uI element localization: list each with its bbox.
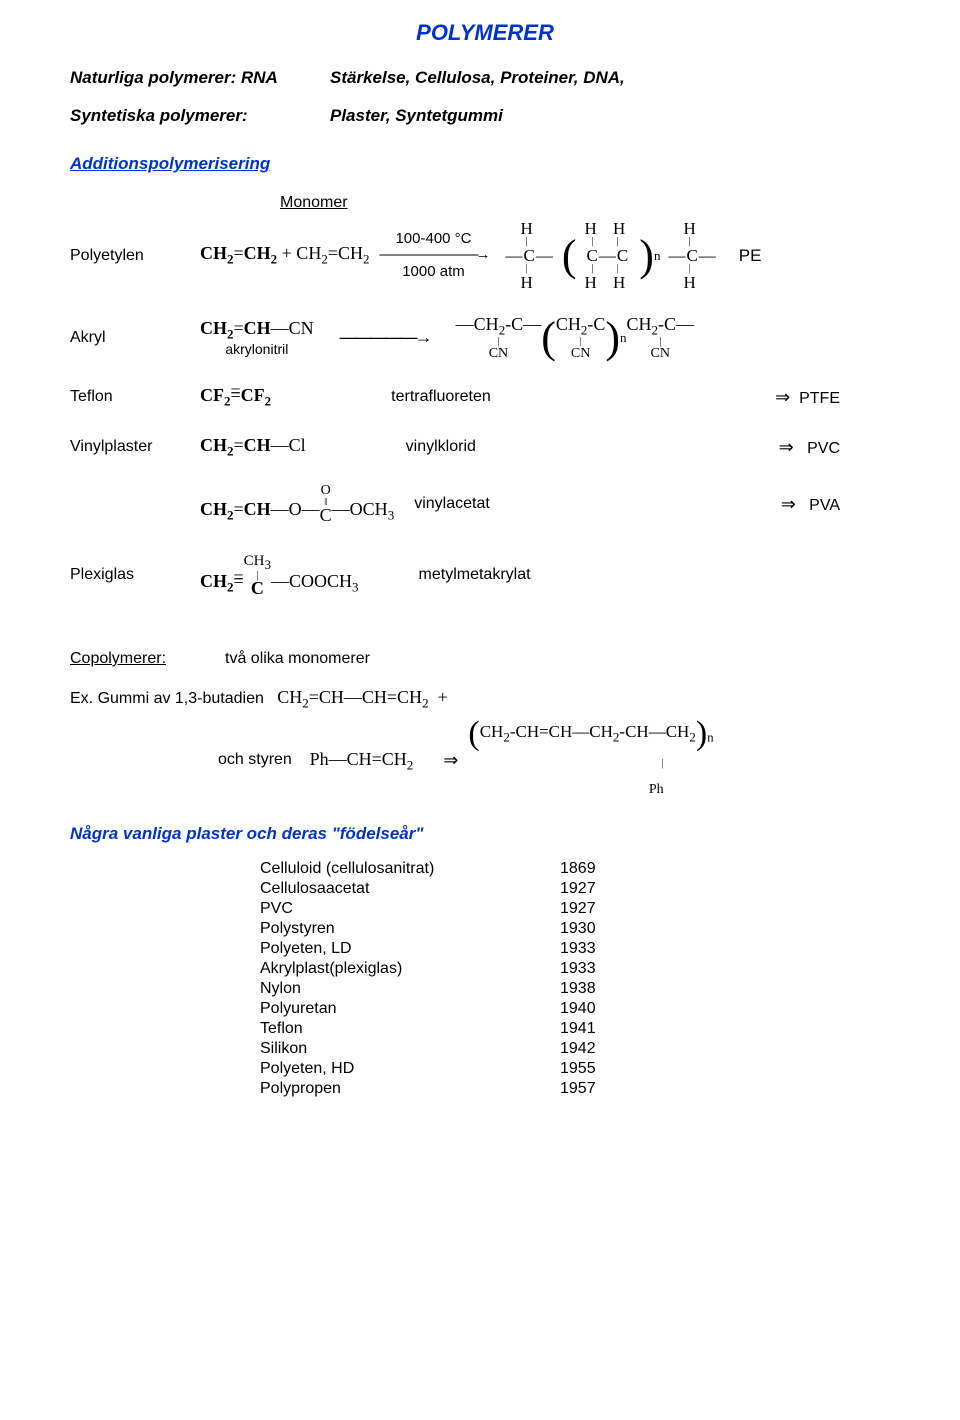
copolymer-desc: två olika monomerer <box>225 650 370 668</box>
list-item: Cellulosaacetat1927 <box>260 880 900 898</box>
synthetic-value: Plaster, Syntetgummi <box>330 106 503 126</box>
natural-polymers-row: Naturliga polymerer: RNA Stärkelse, Cell… <box>70 68 900 88</box>
polyetylen-label: Polyetylen <box>70 247 200 265</box>
list-item: Teflon1941 <box>260 1020 900 1038</box>
copolymer-label: Copolymerer: <box>70 650 225 668</box>
teflon-name: tertrafluoreten <box>391 388 491 406</box>
list-item: Polyuretan1940 <box>260 1000 900 1018</box>
vinylplaster-row: Vinylplaster CH2=CH—Cl vinylklorid ⇒ PVC <box>70 435 900 460</box>
teflon-row: Teflon CF2==CF2 tertrafluoreten ⇒ PTFE <box>70 385 900 410</box>
vinylacetat-formula: CH2=CH—O— O‖C —OCH3 <box>200 485 394 524</box>
plexiglas-name: metylmetakrylat <box>419 566 531 584</box>
synthetic-polymers-row: Syntetiska polymerer: Plaster, Syntetgum… <box>70 106 900 126</box>
arrow-icon: —————→ <box>334 327 436 348</box>
page-title: POLYMERER <box>70 20 900 46</box>
teflon-label: Teflon <box>70 388 200 406</box>
plexiglas-formula: CH2== CH3|C —COOCH3 <box>200 555 359 596</box>
example-line2: och styren Ph—CH=CH2 ⇒ (CH2-CH=CH—CH2-CH… <box>70 716 900 803</box>
polyetylen-row: Polyetylen CH2=CH2 + CH2=CH2 100-400 °C … <box>70 220 900 291</box>
akryl-label: Akryl <box>70 329 200 347</box>
natural-label: Naturliga polymerer: RNA <box>70 68 330 88</box>
pvc-result: PVC <box>807 440 840 457</box>
copolymer-section: Copolymerer: två olika monomerer Ex. Gum… <box>70 650 900 804</box>
vinylacetat-row: CH2=CH—O— O‖C —OCH3 vinylacetat ⇒ PVA <box>70 485 900 524</box>
example-line1: Ex. Gummi av 1,3-butadien CH2=CH—CH=CH2 … <box>70 680 900 716</box>
plastics-list: Celluloid (cellulosanitrat)1869 Cellulos… <box>260 860 900 1098</box>
teflon-formula: CF2==CF2 <box>200 385 271 410</box>
teflon-result: PTFE <box>799 390 840 407</box>
vinylklorid-name: vinylklorid <box>406 438 476 456</box>
list-item: Celluloid (cellulosanitrat)1869 <box>260 860 900 878</box>
chemistry-area: Polyetylen CH2=CH2 + CH2=CH2 100-400 °C … <box>70 220 900 640</box>
akryl-row: Akryl CH2=CH—CN akrylonitril —————→ —CH2… <box>70 315 900 361</box>
list-item: Polyeten, LD1933 <box>260 940 900 958</box>
akryl-product: —CH2-C—|CN ( CH2-C|CN )n CH2-C—|CN <box>456 315 694 361</box>
reaction-conditions: 100-400 °C ————————→ 1000 atm <box>379 231 487 281</box>
pva-result: PVA <box>809 497 840 514</box>
list-item: Polystyren1930 <box>260 920 900 938</box>
styrene-product: (CH2-CH=CH—CH2-CH—CH2)n |Ph <box>468 716 713 803</box>
list-item: Silikon1942 <box>260 1040 900 1058</box>
vinylplaster-label: Vinylplaster <box>70 438 200 456</box>
plexiglas-label: Plexiglas <box>70 566 200 584</box>
pe-short: PE <box>739 246 762 266</box>
list-item: Akrylplast(plexiglas)1933 <box>260 960 900 978</box>
plastics-heading: Några vanliga plaster och deras "födelse… <box>70 824 900 844</box>
pe-product-structure: H|—C—|H ( H H| |C—C| |H H )n H|—C—|H <box>497 220 724 291</box>
copolymer-row: Copolymerer: två olika monomerer <box>70 650 900 668</box>
polyetylen-formula: CH2=CH2 + CH2=CH2 <box>200 243 369 268</box>
plexiglas-row: Plexiglas CH2== CH3|C —COOCH3 metylmetak… <box>70 555 900 596</box>
vinylacetat-name: vinylacetat <box>414 495 490 513</box>
natural-value: Stärkelse, Cellulosa, Proteiner, DNA, <box>330 68 625 88</box>
list-item: Polypropen1957 <box>260 1080 900 1098</box>
akryl-monomer: CH2=CH—CN akrylonitril <box>200 319 314 357</box>
vinylchloride-formula: CH2=CH—Cl <box>200 435 306 460</box>
synthetic-label: Syntetiska polymerer: <box>70 106 330 126</box>
addition-heading: Additionspolymerisering <box>70 154 900 174</box>
list-item: Nylon1938 <box>260 980 900 998</box>
list-item: PVC1927 <box>260 900 900 918</box>
page-root: POLYMERER Naturliga polymerer: RNA Stärk… <box>0 0 960 1140</box>
example-block: Ex. Gummi av 1,3-butadien CH2=CH—CH=CH2 … <box>70 680 900 804</box>
list-item: Polyeten, HD1955 <box>260 1060 900 1078</box>
monomer-label: Monomer <box>280 194 900 212</box>
